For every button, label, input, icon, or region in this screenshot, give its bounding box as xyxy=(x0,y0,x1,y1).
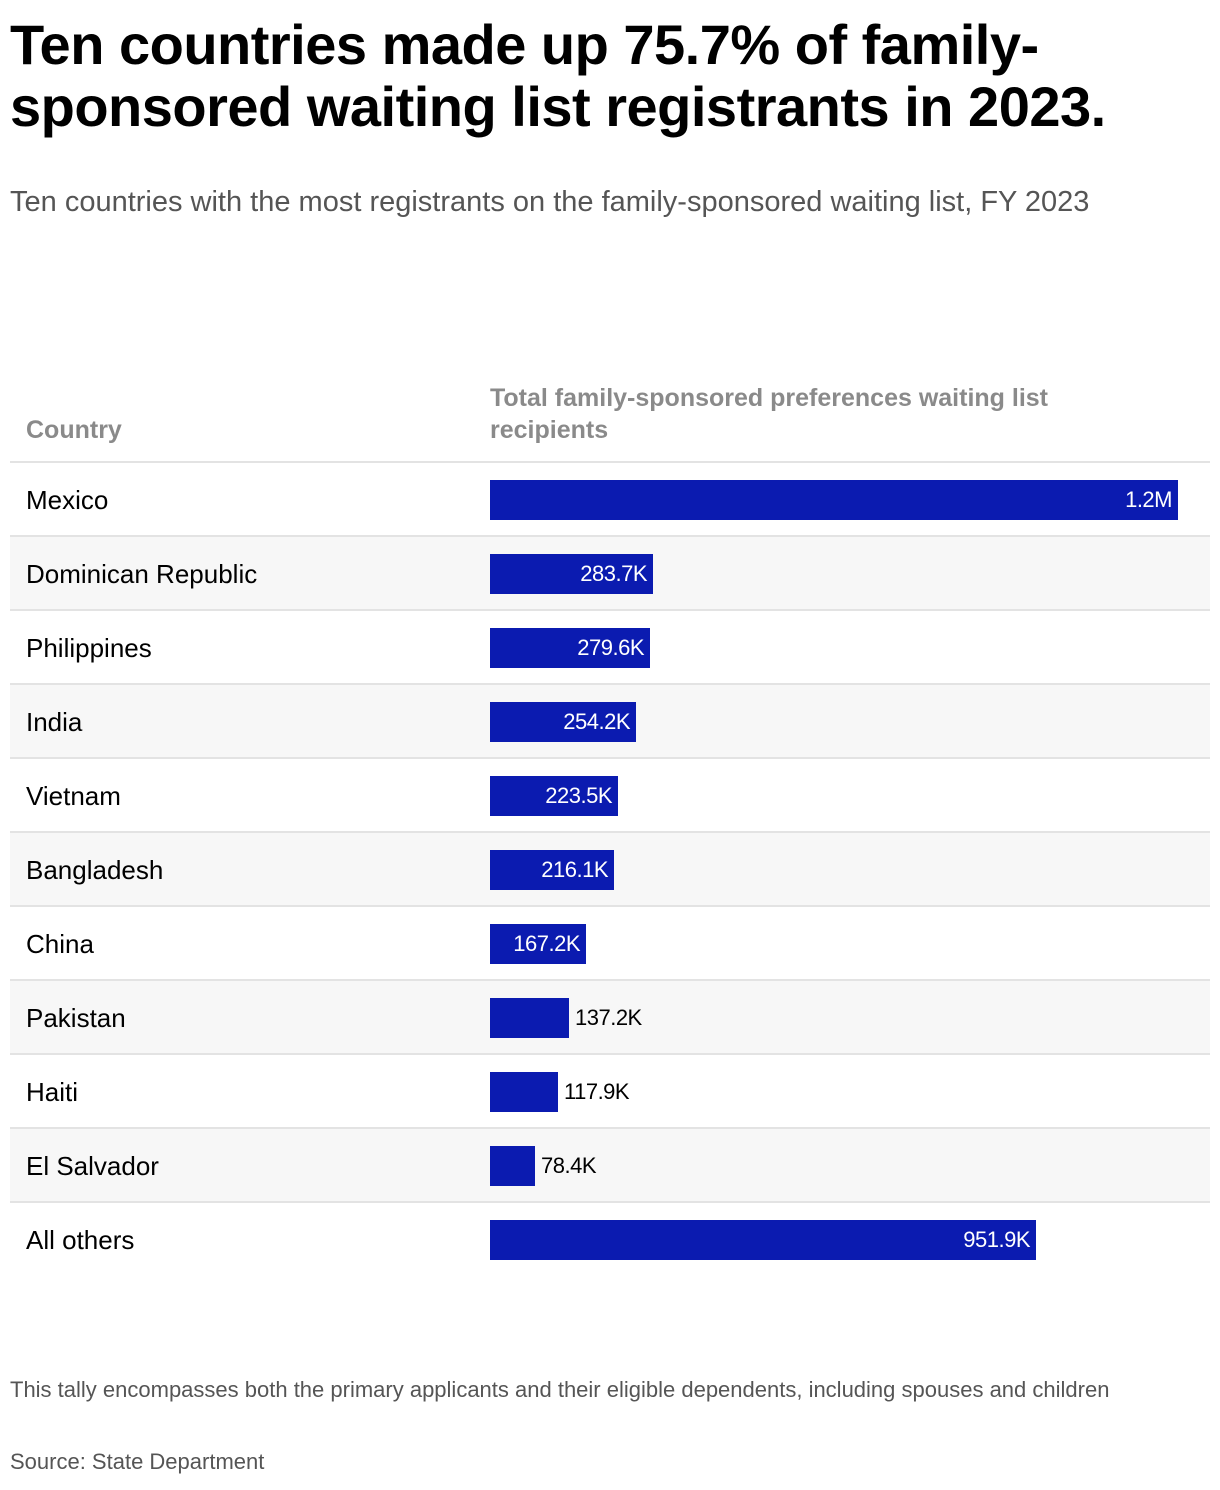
bar xyxy=(490,702,636,742)
source-note: Source: State Department xyxy=(10,1449,265,1474)
bar xyxy=(490,1072,558,1112)
bar xyxy=(490,924,586,964)
chart-title: Ten countries made up 75.7% of family-sp… xyxy=(10,13,1106,138)
table-row: El Salvador 78.4K xyxy=(10,1129,1210,1203)
bar-value-label: 951.9K xyxy=(963,1227,1030,1252)
bar-value-label: 167.2K xyxy=(513,931,580,956)
column-header-country: Country xyxy=(26,416,122,444)
bar xyxy=(490,1220,1036,1260)
chart-subtitle: Ten countries with the most registrants … xyxy=(10,186,1090,218)
bar xyxy=(490,554,653,594)
footnote: This tally encompasses both the primary … xyxy=(10,1377,1110,1402)
bar-table: Mexico 1.2M Dominican Republic 283.7K Philip… xyxy=(10,463,1210,1277)
country-label: Haiti xyxy=(26,1077,79,1107)
bar-value-label: 78.4K xyxy=(541,1153,597,1178)
country-label: El Salvador xyxy=(26,1151,159,1181)
column-header-value: Total family-sponsored preferences waiti… xyxy=(490,384,1048,444)
country-label: Philippines xyxy=(26,633,152,663)
country-label: India xyxy=(26,707,83,737)
bar xyxy=(490,998,569,1038)
table-row: Dominican Republic 283.7K xyxy=(10,537,1210,611)
table-header: Country Total family-sponsored preferenc… xyxy=(10,380,1210,463)
country-label: Mexico xyxy=(26,485,109,515)
table-row: China 167.2K xyxy=(10,907,1210,981)
table-row: India 254.2K xyxy=(10,685,1210,759)
bar-value-label: 283.7K xyxy=(580,561,647,586)
table-row: Philippines 279.6K xyxy=(10,611,1210,685)
bar-value-label: 223.5K xyxy=(545,783,612,808)
bar-value-label: 137.2K xyxy=(575,1005,642,1030)
table-row: All others 951.9K xyxy=(10,1203,1210,1277)
bar-value-label: 254.2K xyxy=(563,709,630,734)
bar-value-label: 216.1K xyxy=(541,857,608,882)
bar xyxy=(490,776,618,816)
table-row: Mexico 1.2M xyxy=(10,463,1210,537)
country-label: All others xyxy=(26,1225,135,1255)
table-row: Haiti 117.9K xyxy=(10,1055,1210,1129)
table-row: Pakistan 137.2K xyxy=(10,981,1210,1055)
bar-value-label: 279.6K xyxy=(577,635,644,660)
bar-value-label: 117.9K xyxy=(564,1079,630,1104)
country-label: Vietnam xyxy=(26,781,121,811)
table-row: Vietnam 223.5K xyxy=(10,759,1210,833)
bar xyxy=(490,1146,535,1186)
table-row: Bangladesh 216.1K xyxy=(10,833,1210,907)
country-label: Pakistan xyxy=(26,1003,126,1033)
country-label: Bangladesh xyxy=(26,855,164,885)
bar xyxy=(490,480,1178,520)
bar xyxy=(490,850,614,890)
country-label: China xyxy=(26,929,94,959)
bar-value-label: 1.2M xyxy=(1125,487,1172,512)
bar xyxy=(490,628,650,668)
country-label: Dominican Republic xyxy=(26,559,258,589)
